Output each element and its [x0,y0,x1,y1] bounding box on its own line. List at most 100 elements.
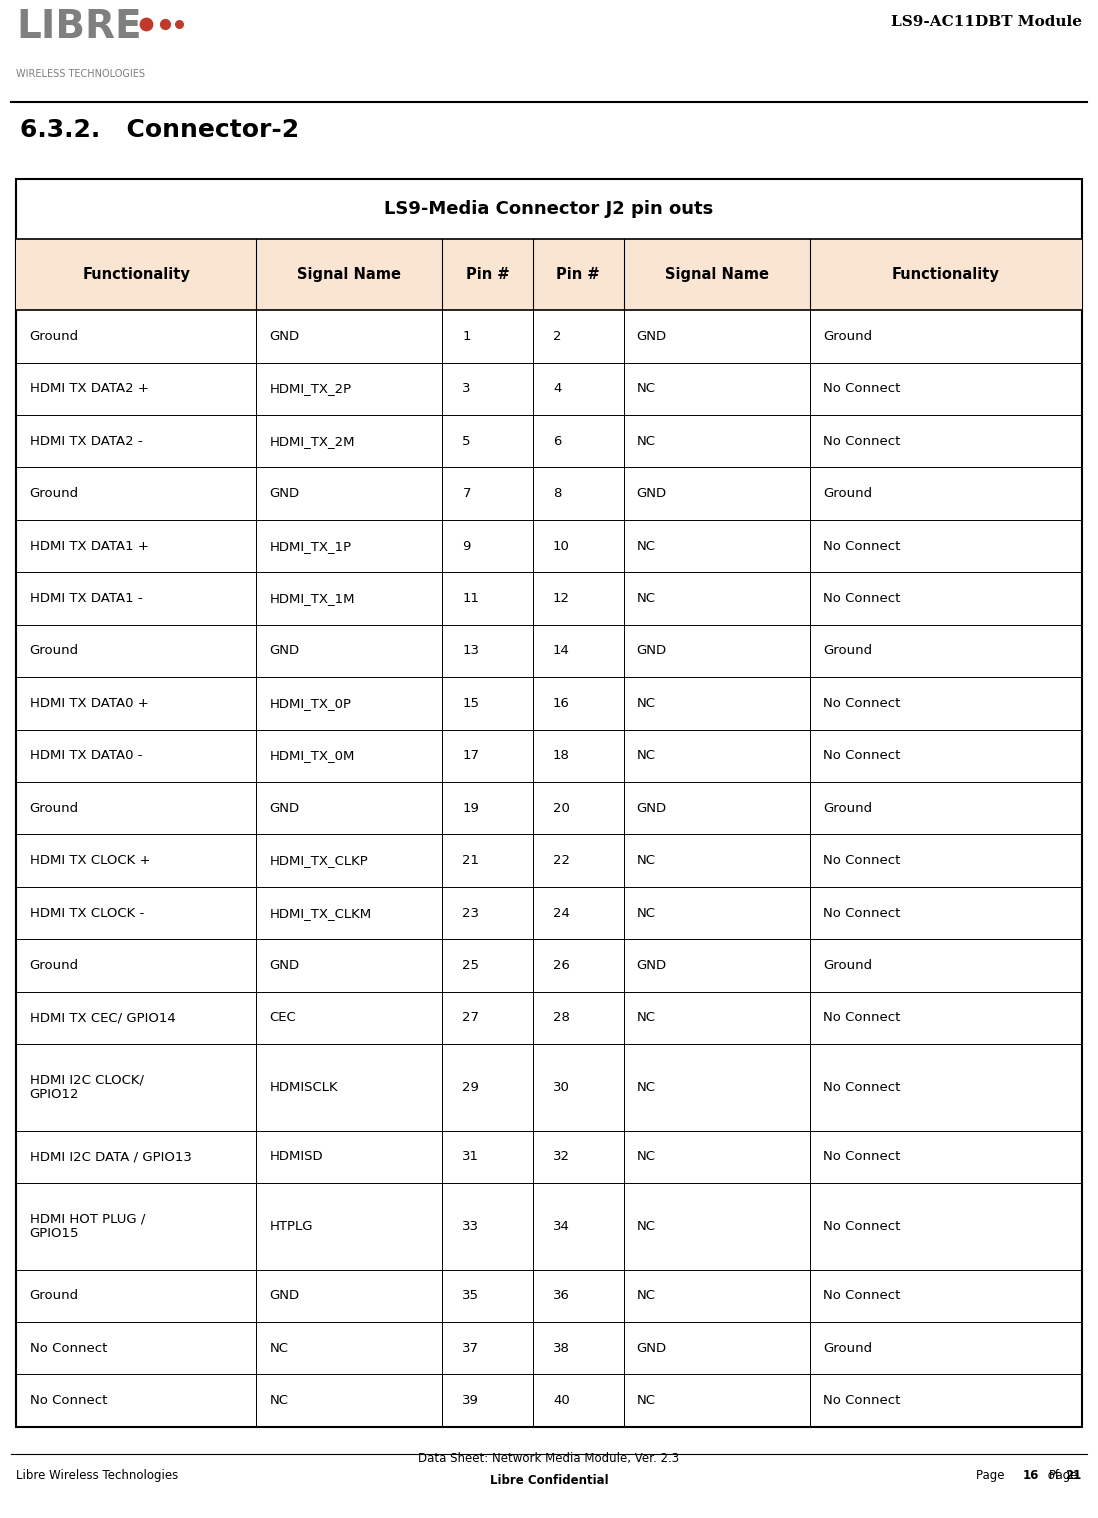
Text: HDMI TX CLOCK -: HDMI TX CLOCK - [30,906,144,920]
Text: Functionality: Functionality [82,267,190,282]
Text: 3: 3 [462,383,471,395]
Text: 39: 39 [462,1394,480,1407]
Text: GND: GND [269,645,300,657]
Text: Libre Confidential: Libre Confidential [490,1474,608,1486]
Text: HDMI TX CEC/ GPIO14: HDMI TX CEC/ GPIO14 [30,1011,176,1025]
Text: NC: NC [637,750,656,762]
Text: 37: 37 [462,1342,480,1354]
Text: HDMI I2C DATA / GPIO13: HDMI I2C DATA / GPIO13 [30,1151,191,1163]
Text: Ground: Ground [824,959,872,972]
Text: 4: 4 [553,383,561,395]
Text: No Connect: No Connect [824,1289,900,1302]
Text: 16: 16 [553,697,570,710]
Text: HDMI_TX_2M: HDMI_TX_2M [269,434,355,448]
Text: HDMI HOT PLUG /
GPIO15: HDMI HOT PLUG / GPIO15 [30,1213,145,1240]
Text: Data Sheet: Network Media Module, Ver. 2.3: Data Sheet: Network Media Module, Ver. 2… [418,1453,680,1465]
Text: 7: 7 [462,487,471,501]
Text: HDMI TX CLOCK +: HDMI TX CLOCK + [30,855,150,867]
Text: NC: NC [637,1081,656,1094]
Text: No Connect: No Connect [30,1394,107,1407]
Text: HDMI_TX_1M: HDMI_TX_1M [269,592,355,606]
Text: 20: 20 [553,802,570,815]
Text: No Connect: No Connect [824,906,900,920]
Text: HDMI TX DATA0 +: HDMI TX DATA0 + [30,697,148,710]
Text: Signal Name: Signal Name [298,267,401,282]
Text: 8: 8 [553,487,561,501]
Text: 25: 25 [462,959,480,972]
Text: 29: 29 [462,1081,480,1094]
Text: GND: GND [269,329,300,343]
Text: 6.3.2.   Connector-2: 6.3.2. Connector-2 [20,118,299,143]
Text: GND: GND [637,1342,666,1354]
Text: HDMI I2C CLOCK/
GPIO12: HDMI I2C CLOCK/ GPIO12 [30,1073,144,1102]
Text: No Connect: No Connect [824,1011,900,1025]
Text: Pin #: Pin # [557,267,601,282]
Text: 36: 36 [553,1289,570,1302]
Point [137,12,155,36]
Text: LS9-Media Connector J2 pin outs: LS9-Media Connector J2 pin outs [384,200,714,219]
Text: 30: 30 [553,1081,570,1094]
Text: HTPLG: HTPLG [269,1220,313,1233]
Text: GND: GND [637,329,666,343]
Text: No Connect: No Connect [824,1151,900,1163]
Text: 17: 17 [462,750,480,762]
Text: 11: 11 [462,592,480,606]
Text: Ground: Ground [824,802,872,815]
Text: NC: NC [637,697,656,710]
Text: NC: NC [637,855,656,867]
Text: Libre Wireless Technologies: Libre Wireless Technologies [16,1469,179,1482]
Text: NC: NC [637,434,656,448]
Text: 18: 18 [553,750,570,762]
Text: No Connect: No Connect [824,434,900,448]
Text: Ground: Ground [824,645,872,657]
Text: HDMI TX DATA1 -: HDMI TX DATA1 - [30,592,143,606]
Text: 38: 38 [553,1342,570,1354]
Text: GND: GND [269,802,300,815]
Text: Ground: Ground [30,487,79,501]
Text: 28: 28 [553,1011,570,1025]
Text: 14: 14 [553,645,570,657]
Text: GND: GND [269,1289,300,1302]
Text: HDMI_TX_0P: HDMI_TX_0P [269,697,351,710]
Text: NC: NC [637,1289,656,1302]
Text: NC: NC [637,383,656,395]
Text: No Connect: No Connect [824,1220,900,1233]
Text: 31: 31 [462,1151,480,1163]
Text: 23: 23 [462,906,480,920]
Text: HDMI_TX_2P: HDMI_TX_2P [269,383,351,395]
Text: HDMI_TX_CLKM: HDMI_TX_CLKM [269,906,371,920]
Text: 34: 34 [553,1220,570,1233]
Text: 9: 9 [462,539,471,553]
Text: Ground: Ground [30,645,79,657]
Text: 27: 27 [462,1011,480,1025]
Text: 12: 12 [553,592,570,606]
Text: NC: NC [637,1220,656,1233]
Text: 40: 40 [553,1394,570,1407]
Text: No Connect: No Connect [824,592,900,606]
Text: HDMI TX DATA2 +: HDMI TX DATA2 + [30,383,148,395]
Text: 5: 5 [462,434,471,448]
Text: 21: 21 [1065,1469,1082,1482]
Text: 15: 15 [462,697,480,710]
Text: 33: 33 [462,1220,480,1233]
Text: NC: NC [637,1151,656,1163]
Text: Ground: Ground [824,1342,872,1354]
Text: Ground: Ground [824,329,872,343]
Text: No Connect: No Connect [824,697,900,710]
Text: HDMISD: HDMISD [269,1151,323,1163]
Text: 21: 21 [462,855,480,867]
Text: HDMI TX DATA2 -: HDMI TX DATA2 - [30,434,143,448]
Text: GND: GND [637,645,666,657]
Point [156,12,173,36]
Text: Ground: Ground [30,329,79,343]
Text: GND: GND [269,959,300,972]
Text: Page: Page [1050,1469,1082,1482]
Text: 26: 26 [553,959,570,972]
Point [170,12,188,36]
Text: 1: 1 [462,329,471,343]
Text: NC: NC [637,539,656,553]
Text: No Connect: No Connect [824,1081,900,1094]
Text: WIRELESS TECHNOLOGIES: WIRELESS TECHNOLOGIES [16,68,145,79]
Text: LIBRE: LIBRE [16,8,142,46]
Text: 2: 2 [553,329,561,343]
